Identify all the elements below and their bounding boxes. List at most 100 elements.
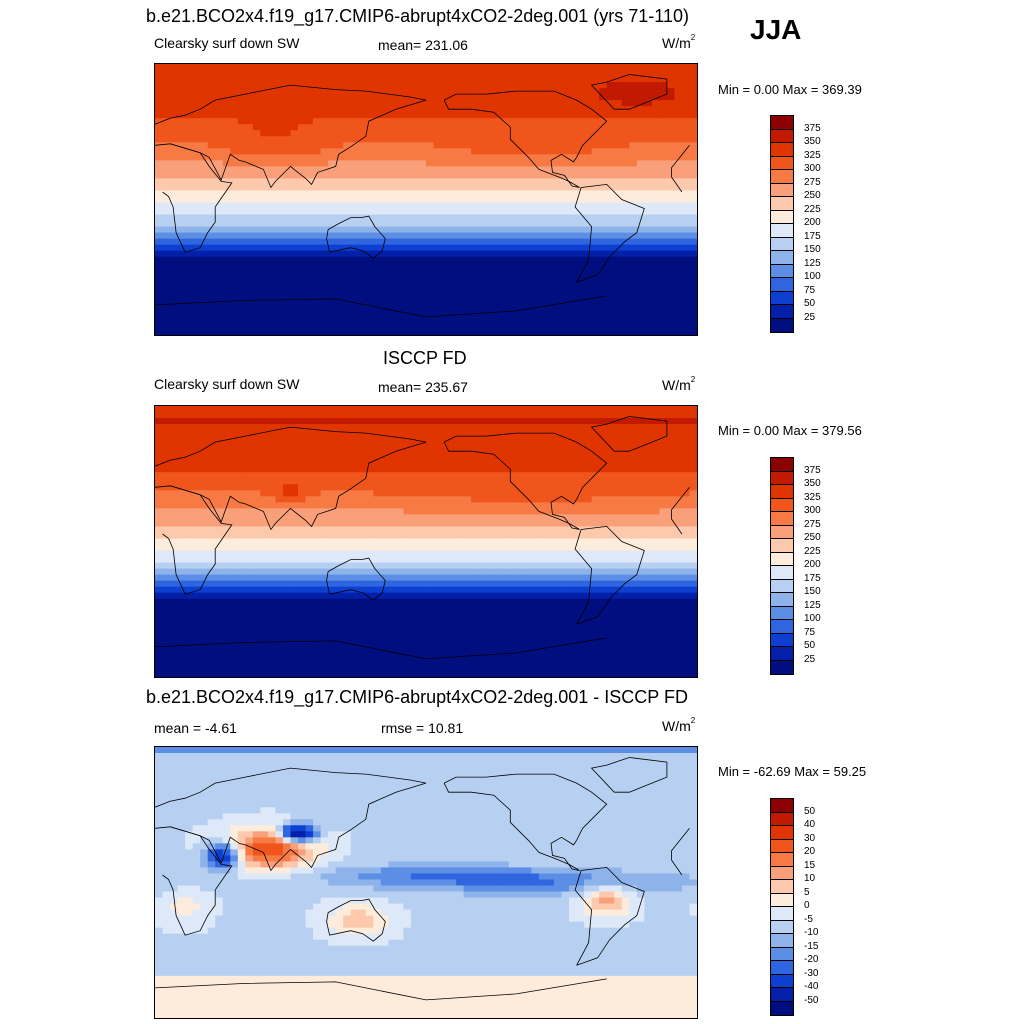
colorbar-swatch xyxy=(771,552,793,566)
panel2-mean-label: mean= 235.67 xyxy=(378,379,468,395)
colorbar-tick-label: 175 xyxy=(804,230,821,242)
colorbar-tick-label: 50 xyxy=(804,805,816,817)
colorbar-swatch xyxy=(771,961,793,975)
colorbar-tick-label: 200 xyxy=(804,217,821,228)
panel3-title: b.e21.BCO2x4.f19_g17.CMIP6-abrupt4xCO2-2… xyxy=(146,687,688,707)
colorbar-swatch xyxy=(771,1001,793,1015)
colorbar-swatch xyxy=(771,458,793,472)
panel2-map-svg xyxy=(155,406,697,677)
colorbar-tick-label: 150 xyxy=(804,244,821,255)
colorbar-swatch xyxy=(771,264,793,278)
colorbar-tick-label: -15 xyxy=(804,940,819,952)
colorbar-swatch xyxy=(771,988,793,1002)
colorbar-tick-label: 50 xyxy=(804,298,816,309)
panel3-minmax: Min = -62.69 Max = 59.25 xyxy=(718,764,867,779)
colorbar-tick-label: 175 xyxy=(804,572,821,584)
season-label: JJA xyxy=(750,14,802,45)
colorbar-tick-label: 300 xyxy=(804,163,821,174)
colorbar-tick-label: 15 xyxy=(804,859,816,871)
colorbar-swatch xyxy=(771,539,793,553)
panel2-variable-label: Clearsky surf down SW xyxy=(154,376,300,392)
colorbar-tick-label: 350 xyxy=(804,478,821,489)
colorbar-swatch xyxy=(771,197,793,211)
colorbar-swatch xyxy=(771,934,793,948)
panel3-units: W/m2 xyxy=(662,716,696,734)
colorbar-swatch xyxy=(771,826,793,840)
colorbar-tick-label: 100 xyxy=(804,613,821,624)
panel1-units: W/m2 xyxy=(662,33,696,51)
colorbar-tick-label: 125 xyxy=(804,257,821,269)
colorbar-tick-label: 225 xyxy=(804,203,821,215)
colorbar-tick-label: -30 xyxy=(804,967,819,979)
colorbar-tick-label: 40 xyxy=(804,819,816,830)
colorbar-swatch xyxy=(771,839,793,853)
colorbar-tick-label: 10 xyxy=(804,873,816,884)
panel1-map-svg xyxy=(155,64,697,335)
colorbar-swatch xyxy=(771,907,793,921)
colorbar-swatch xyxy=(771,525,793,539)
colorbar-swatch xyxy=(771,606,793,620)
panel2-colorbar xyxy=(770,457,794,675)
colorbar-swatch xyxy=(771,647,793,661)
colorbar-swatch xyxy=(771,116,793,130)
colorbar-swatch xyxy=(771,156,793,170)
colorbar-tick-label: 75 xyxy=(804,284,816,296)
colorbar-swatch xyxy=(771,947,793,961)
colorbar-tick-label: 225 xyxy=(804,545,821,557)
colorbar-tick-label: 200 xyxy=(804,559,821,570)
colorbar-tick-label: 30 xyxy=(804,832,816,844)
colorbar-swatch xyxy=(771,974,793,988)
colorbar-swatch xyxy=(771,566,793,580)
colorbar-swatch xyxy=(771,278,793,292)
colorbar-swatch xyxy=(771,593,793,607)
colorbar-tick-label: 375 xyxy=(804,464,821,476)
colorbar-tick-label: 25 xyxy=(804,653,816,665)
panel1-map xyxy=(154,63,698,336)
colorbar-swatch xyxy=(771,853,793,867)
colorbar-tick-label: 300 xyxy=(804,505,821,516)
panel2-title: ISCCP FD xyxy=(383,348,467,368)
panel3-colorbar xyxy=(770,798,794,1016)
colorbar-tick-label: 20 xyxy=(804,846,816,857)
colorbar-tick-label: -10 xyxy=(804,927,819,938)
panel3-mean-label: mean = -4.61 xyxy=(154,720,237,736)
colorbar-tick-label: 250 xyxy=(804,532,821,543)
colorbar-swatch xyxy=(771,620,793,634)
colorbar-swatch xyxy=(771,224,793,238)
colorbar-swatch xyxy=(771,920,793,934)
colorbar-tick-label: 0 xyxy=(804,900,810,911)
colorbar-swatch xyxy=(771,866,793,880)
colorbar-tick-label: 150 xyxy=(804,586,821,597)
colorbar-tick-label: -40 xyxy=(804,981,819,992)
colorbar-swatch xyxy=(771,251,793,265)
colorbar-tick-label: 350 xyxy=(804,136,821,147)
colorbar-swatch xyxy=(771,498,793,512)
panel2-units: W/m2 xyxy=(662,375,696,393)
panel3-map xyxy=(154,746,698,1019)
colorbar-swatch xyxy=(771,143,793,157)
colorbar-tick-label: 75 xyxy=(804,626,816,638)
colorbar-tick-label: 25 xyxy=(804,311,816,323)
panel2-map xyxy=(154,405,698,678)
colorbar-swatch xyxy=(771,485,793,499)
colorbar-tick-label: -5 xyxy=(804,913,813,925)
colorbar-swatch xyxy=(771,237,793,251)
panel2-minmax: Min = 0.00 Max = 379.56 xyxy=(718,423,862,438)
colorbar-swatch xyxy=(771,129,793,143)
colorbar-swatch xyxy=(771,893,793,907)
colorbar-swatch xyxy=(771,633,793,647)
colorbar-swatch xyxy=(771,183,793,197)
colorbar-swatch xyxy=(771,579,793,593)
panel3-rmse-label: rmse = 10.81 xyxy=(381,720,464,736)
colorbar-tick-label: 325 xyxy=(804,491,821,503)
colorbar-tick-label: 275 xyxy=(804,518,821,530)
colorbar-tick-label: 275 xyxy=(804,176,821,188)
colorbar-swatch xyxy=(771,512,793,526)
colorbar-tick-label: -50 xyxy=(804,994,819,1006)
panel1-colorbar xyxy=(770,115,794,333)
colorbar-swatch xyxy=(771,660,793,674)
colorbar-tick-label: -20 xyxy=(804,954,819,965)
colorbar-swatch xyxy=(771,799,793,813)
panel1-variable-label: Clearsky surf down SW xyxy=(154,35,300,51)
colorbar-swatch xyxy=(771,210,793,224)
